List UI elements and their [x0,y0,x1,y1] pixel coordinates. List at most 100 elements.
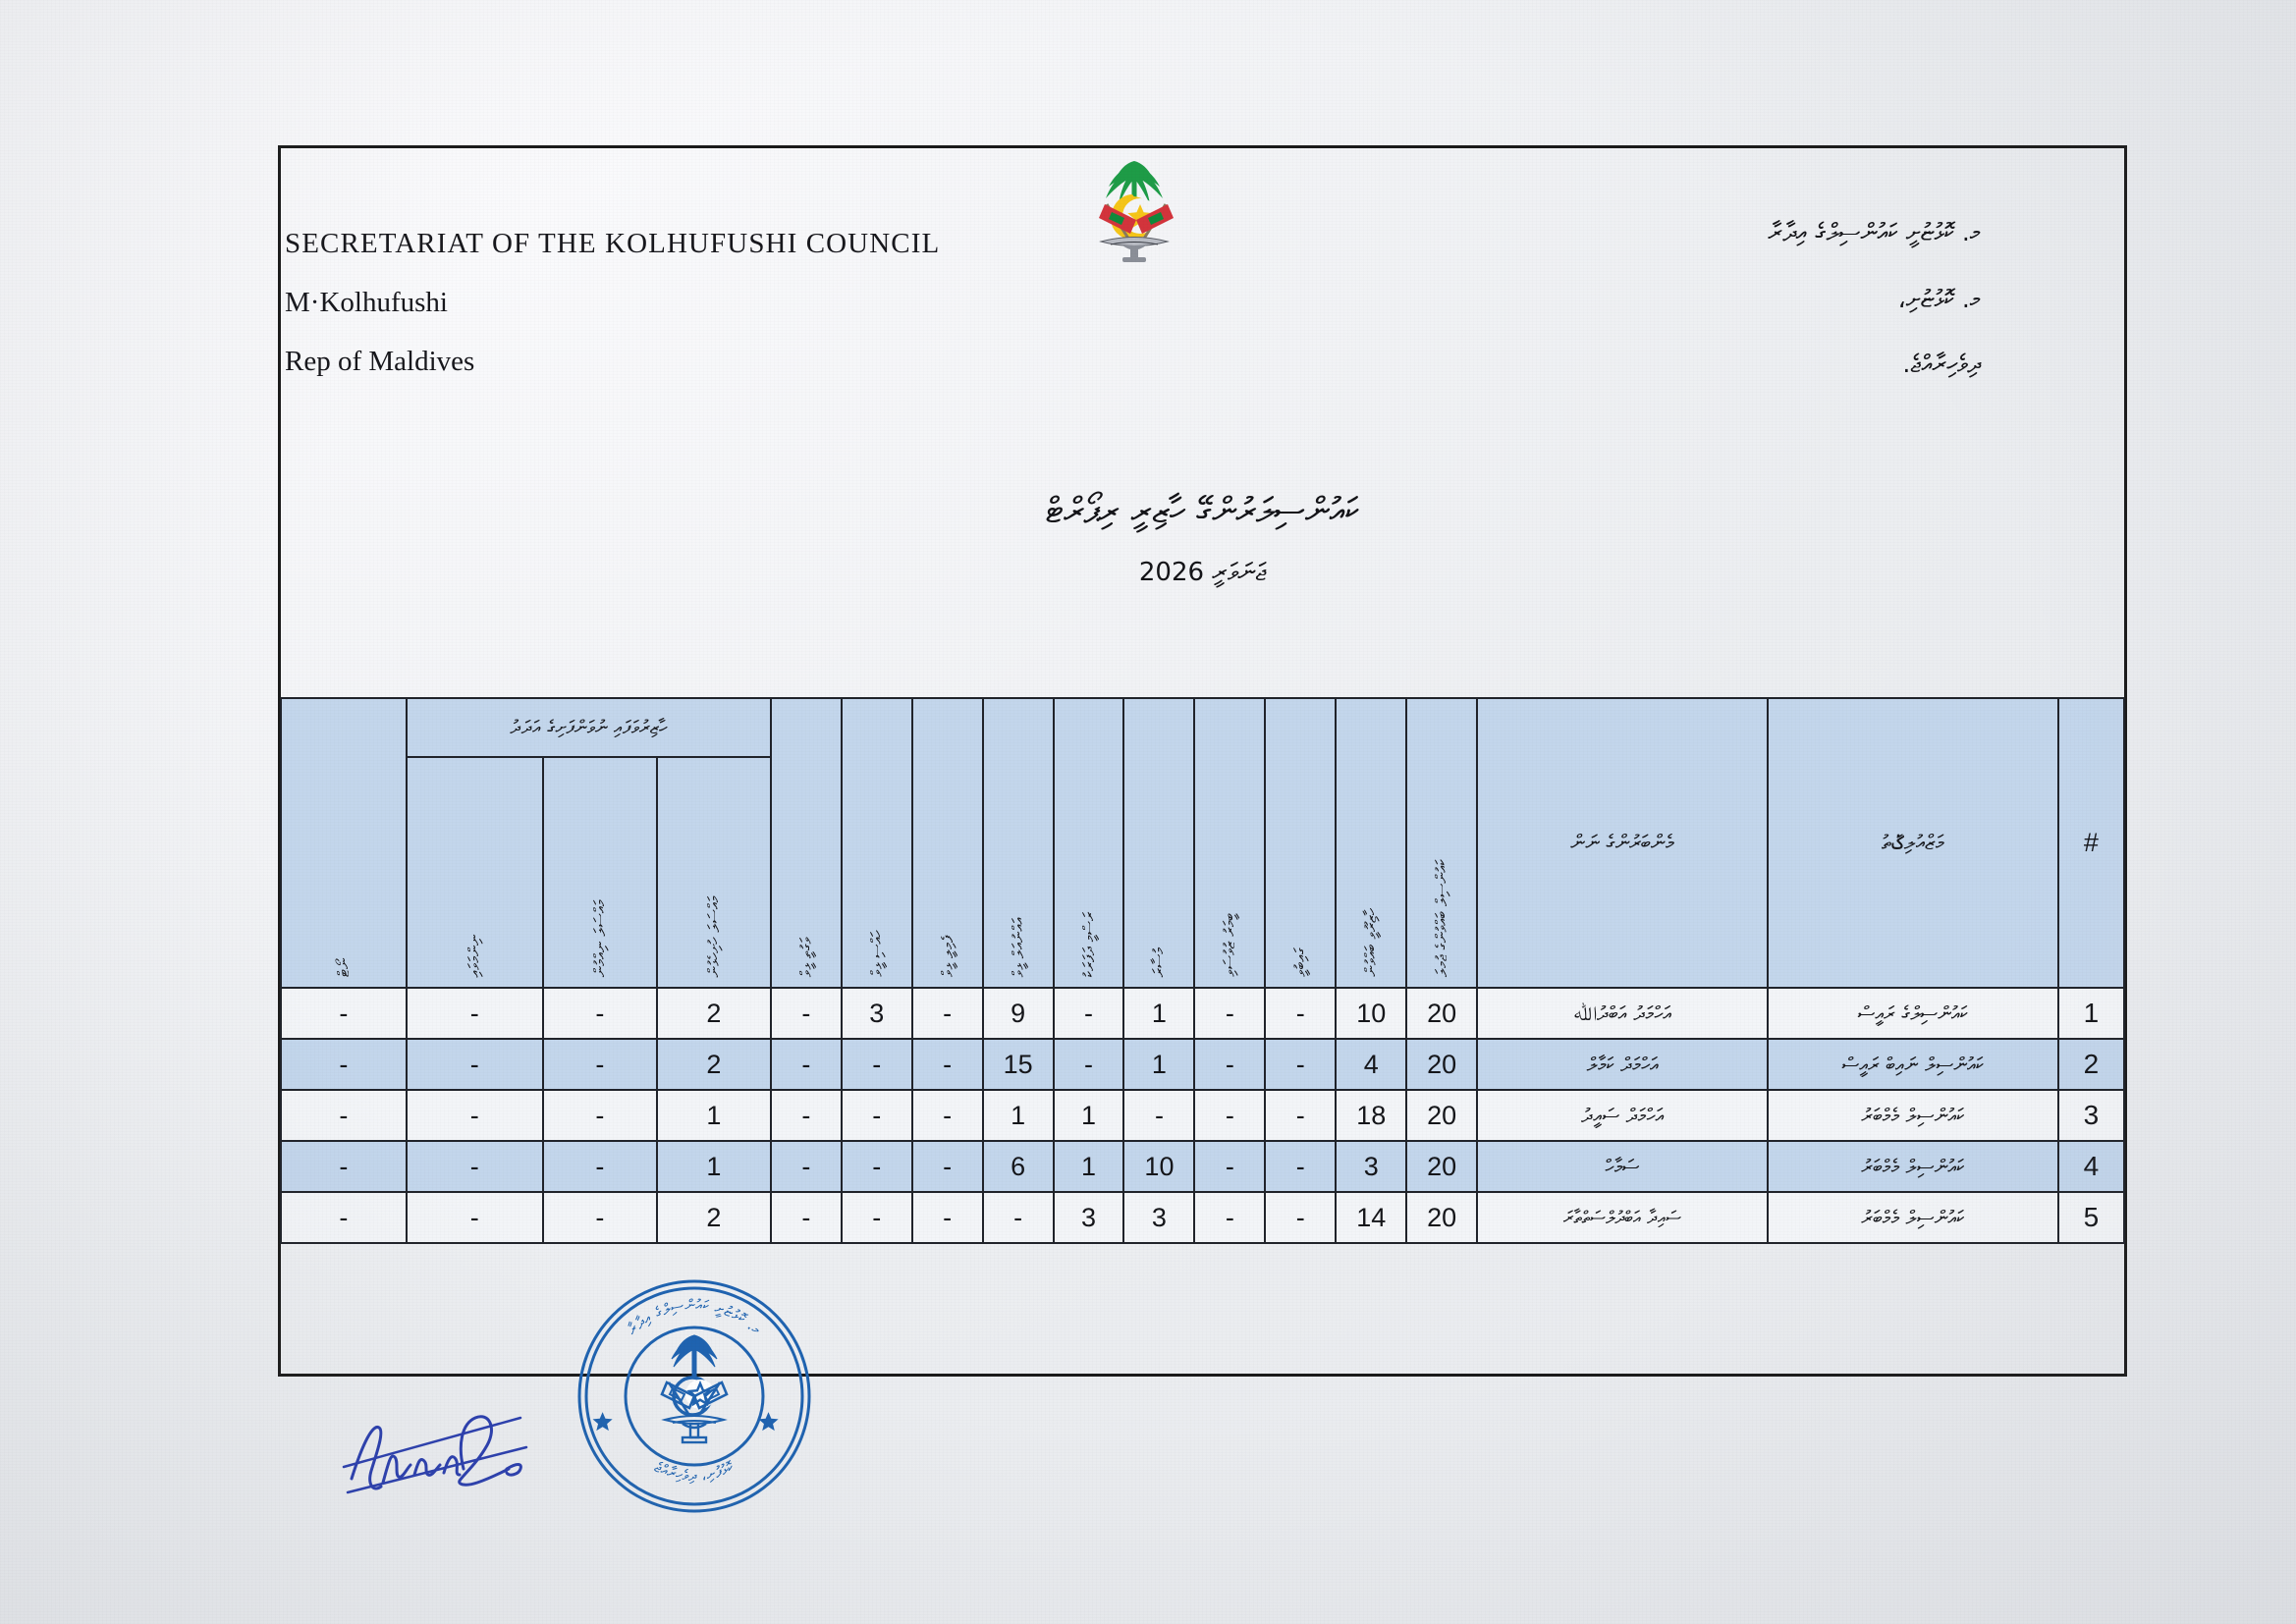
cell-attended: 18 [1335,1089,1408,1142]
cell-group-c: - [405,1140,544,1193]
table-row: 3 ކައުންސިލް މެމްބަރު އަހްމަދް ސައީދު 20… [280,1089,2126,1142]
cell-position: ކައުންސިލް މެމްބަރު [1766,1089,2059,1142]
seal-text-bottom: ކޮޅުފުށި، ދިވެހިރާއްޖެ [652,1457,738,1485]
cell-remarks: - [280,1140,408,1193]
col-group-header-absence-reason: ހާޒިރުވަފައި ނުވަންފަށިގެ އަދަދު [405,697,772,758]
cell-sick-leave: - [1193,1191,1267,1244]
council-official-seal: މ. ކޮޅުޏުށީ ކައުންސިލްގެ އިދާރާ ކޮޅުފުށި… [574,1276,815,1517]
table-row: 1 ކައުންސިލްގެ ރައީސް އަހްމަދު އަބްދުﷲ 2… [280,987,2126,1040]
cell-family-leave: - [910,1191,984,1244]
cell-group-b: - [541,987,658,1040]
cell-special-leave: - [840,1089,913,1142]
cell-sick-leave: - [1193,1089,1267,1142]
attendance-table: # މަޒްއުލިݢަތު މެންބަރުންގެ ނަން ކައުންސ… [280,697,2126,1244]
cell-group-a: 2 [655,1038,772,1091]
cell-annual-leave: - [981,1191,1055,1244]
cell-group-c: - [405,1089,544,1142]
cell-absent: - [1264,1191,1338,1244]
table-row: 5 ކައުންސިލް މެމްބަރު ސައިދާ އަބްދުލްސަތ… [280,1191,2126,1244]
cell-remarks: - [280,1038,408,1091]
cell-group-c: - [405,1038,544,1091]
cell-official-trip: - [1052,1038,1125,1091]
letterhead-english: SECRETARIAT OF THE KOLHUFUSHI COUNCIL M·… [285,228,940,378]
document-frame [278,145,2127,1377]
cell-special-leave: - [840,1191,913,1244]
cell-group-a: 1 [655,1140,772,1193]
col-header-group-b: މައްސަލަ ނިއްމުން [541,756,658,989]
table-row: 2 ކައުންސިލް ނައިބް ރައީސް އަހްމަދް ކަމާ… [280,1038,2126,1091]
cell-position: ކައުންސިލްގެ ރައީސް [1766,987,2059,1040]
cell-leave-no-pay: 10 [1122,1140,1196,1193]
cell-group-b: - [541,1191,658,1244]
cell-emergency-leave: - [769,987,843,1040]
cell-group-b: - [541,1140,658,1193]
cell-special-leave: - [840,1140,913,1193]
cell-family-leave: - [910,1140,984,1193]
cell-index: 3 [2056,1089,2126,1142]
cell-total-working-days: 20 [1405,1191,1479,1244]
svg-text:މ. ކޮޅުޏުށީ ކައުންސިލްގެ އިދާރ: މ. ކޮޅުޏުށީ ކައުންސިލްގެ އިދާރާ [624,1296,765,1338]
cell-sick-leave: - [1193,987,1267,1040]
cell-total-working-days: 20 [1405,1140,1479,1193]
cell-total-working-days: 20 [1405,1038,1479,1091]
cell-group-a: 1 [655,1089,772,1142]
report-period: ޖަނަވަރީ 2026 [1138,558,1267,587]
cell-annual-leave: 6 [981,1140,1055,1193]
col-header-sick-leave: ބީމަރު ޒުވުސަވި [1193,697,1267,989]
cell-attended: 10 [1335,987,1408,1040]
col-header-name: މެންބަރުންގެ ނަން [1476,697,1769,989]
cell-group-c: - [405,987,544,1040]
cell-total-working-days: 20 [1405,1089,1479,1142]
col-header-attended: ހާޒިރޫވީ ބައްވުން [1335,697,1408,989]
cell-family-leave: - [910,1089,984,1142]
cell-name: އަހްމަދް ސައީދު [1476,1089,1769,1142]
col-header-total-working-days: ކައުންސިލް ބައްވުންގެ ޖުމލަ [1405,697,1479,989]
cell-remarks: - [280,1089,408,1142]
cell-leave-no-pay: - [1122,1089,1196,1142]
cell-emergency-leave: - [769,1140,843,1193]
cell-position: ކައުންސިލް މެމްބަރު [1766,1140,2059,1193]
col-header-family-leave: ފެމިލީ ޅީވް [910,697,984,989]
col-header-leave-no-pay: މުސާރަ [1122,697,1196,989]
col-header-index: # [2056,697,2126,989]
cell-attended: 4 [1335,1038,1408,1091]
cell-total-working-days: 20 [1405,987,1479,1040]
col-header-annual-leave: އައްނުއަލް ޅީވް [981,697,1055,989]
col-header-official-trip: ރަސްމީ ދަފަރަކު [1052,697,1125,989]
col-header-emergency-leave: ވަގުތީ ޅީވް [769,697,843,989]
col-header-remarks: ނޯޓް [280,697,408,989]
cell-absent: - [1264,1038,1338,1091]
cell-index: 2 [2056,1038,2126,1091]
cell-position: ކައުންސިލް ނައިބް ރައީސް [1766,1038,2059,1091]
letterhead-en-line1: SECRETARIAT OF THE KOLHUFUSHI COUNCIL [285,228,941,259]
cell-family-leave: - [910,1038,984,1091]
svg-text:ކޮޅުފުށި، ދިވެހިރާއްޖެ: ކޮޅުފުށި، ދިވެހިރާއްޖެ [652,1457,738,1485]
cell-name: އަހްމަދު އަބްދުﷲ [1476,987,1769,1040]
cell-absent: - [1264,987,1338,1040]
cell-index: 4 [2056,1140,2126,1193]
cell-name: ސައިދާ އަބްދުލްސަތްތާރަ [1476,1191,1769,1244]
col-header-group-c: ނިންމަވައި [405,756,544,989]
cell-official-trip: - [1052,987,1125,1040]
cell-group-b: - [541,1089,658,1142]
cell-sick-leave: - [1193,1140,1267,1193]
letterhead-en-line3: Rep of Maldives [285,346,475,377]
col-header-group-a: މައްސަލަ ހުށިހެޅުން [655,756,772,989]
table-group-header-row: # މަޒްއުލިݢަތު މެންބަރުންގެ ނަން ކައުންސ… [280,697,2126,989]
cell-group-a: 2 [655,1191,772,1244]
cell-index: 5 [2056,1191,2126,1244]
attendance-table-body: 1 ކައުންސިލްގެ ރައީސް އަހްމަދު އަބްދުﷲ 2… [280,987,2126,1244]
report-title-block: ކައުންސިލަރުންގޭ ހާޒިރީ ރިޕޯރްޓް ޖަނަވަރ… [278,491,2127,588]
cell-special-leave: 3 [840,987,913,1040]
page-title: ކައުންސިލަރުންގޭ ހާޒިރީ ރިޕޯރްޓް [1045,491,1360,531]
cell-emergency-leave: - [769,1089,843,1142]
cell-annual-leave: 15 [981,1038,1055,1091]
cell-index: 1 [2056,987,2126,1040]
cell-annual-leave: 9 [981,987,1055,1040]
cell-name: ސަމާހް [1476,1140,1769,1193]
table-subheader-row: މައްސަލަ ހުށިހެޅުން މައްސަލަ ނިއްމުން ނި… [281,756,2124,989]
letterhead-dv-line3: ދިވެހިރާއްޖެ. [1902,350,1981,378]
cell-family-leave: - [910,987,984,1040]
cell-attended: 14 [1335,1191,1408,1244]
attendance-table-head: # މަޒްއުލިݢަތު މެންބަރުންގެ ނަން ކައުންސ… [280,697,2126,989]
